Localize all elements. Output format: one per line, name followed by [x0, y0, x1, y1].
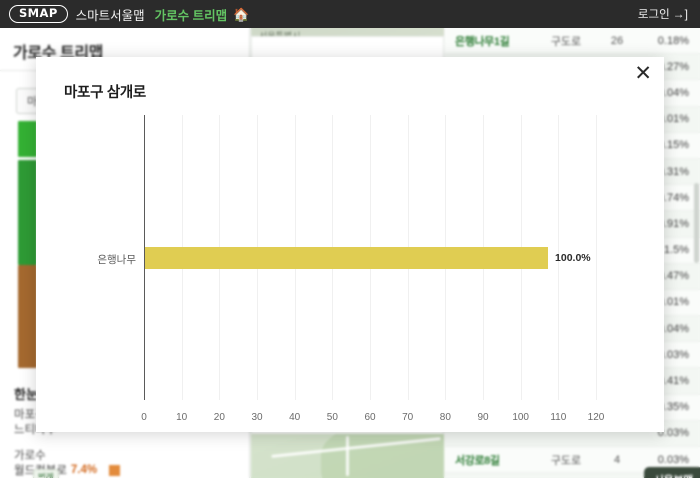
table-scrollbar[interactable] [694, 183, 699, 263]
x-tick-label: 60 [364, 412, 376, 423]
x-tick-label: 30 [251, 412, 263, 423]
treemap-block-3[interactable] [18, 265, 37, 368]
chart-plot-area: 100.0% [144, 115, 597, 400]
x-tick-label: 0 [141, 412, 147, 423]
legend-row: 월드컵북로 7.4% [14, 462, 121, 478]
x-tick-label: 10 [176, 412, 188, 423]
section-title[interactable]: 가로수 트리맵 [154, 8, 228, 23]
x-tick-label: 110 [550, 412, 567, 423]
legend-percent: 7.4% [70, 464, 98, 476]
top-navigation-bar: SMAP 스마트서울맵 가로수 트리맵 🏠 로그인 →] [0, 0, 700, 28]
brand-name[interactable]: 스마트서울맵 [75, 8, 145, 23]
modal-title: 마포구 삼개로 [64, 85, 146, 101]
chart-modal: ✕ 마포구 삼개로 100.0% 은행나무 0 10 20 30 40 50 60 70 80 9… [36, 57, 664, 432]
road-count: 26 [610, 34, 624, 47]
table-row[interactable]: 은행나무1길 구도로 26 0.18% [445, 28, 700, 55]
bar-segment[interactable] [145, 246, 549, 269]
x-tick-label: 100 [512, 412, 529, 423]
login-button[interactable]: 로그인 →] [638, 6, 688, 22]
x-tick-label: 80 [439, 412, 451, 423]
login-arrow-icon: →] [672, 7, 688, 21]
road-count: 4 [613, 453, 621, 466]
map-road-2 [346, 436, 349, 476]
road-percent: 0.18% [657, 34, 689, 47]
x-tick-label: 40 [289, 412, 301, 423]
view-map-button[interactable]: 서울뷰맵 [643, 467, 700, 478]
bar-value-label: 100.0% [555, 251, 591, 264]
road-name: 은행나무1길 [455, 35, 510, 48]
species-bar-chart: 100.0% 은행나무 0 10 20 30 40 50 60 70 80 90 100 110 120 [36, 109, 664, 423]
road-type: 구도로 [550, 454, 582, 467]
login-label: 로그인 [637, 9, 670, 21]
x-tick-label: 20 [213, 412, 225, 423]
treemap-block-1[interactable] [18, 121, 37, 157]
home-icon[interactable]: 🏠 [233, 6, 250, 22]
road-name: 서강로8길 [455, 454, 500, 467]
road-type: 구도로 [550, 35, 582, 48]
legend-color-swatch [109, 464, 121, 476]
map-legend-button[interactable]: 범례열기 [33, 469, 59, 478]
summary-line-3: 가로수 [14, 450, 46, 462]
category-label: 은행나무 [97, 253, 136, 266]
x-tick-label: 120 [587, 412, 605, 423]
x-tick-label: 50 [326, 412, 338, 423]
smap-logo[interactable]: SMAP [9, 5, 68, 23]
x-tick-label: 90 [477, 412, 489, 423]
treemap-block-2[interactable] [18, 160, 37, 265]
close-icon[interactable]: ✕ [634, 61, 652, 85]
x-tick-label: 70 [402, 412, 414, 423]
road-percent: 0.03% [657, 453, 689, 466]
gridline [596, 115, 597, 400]
